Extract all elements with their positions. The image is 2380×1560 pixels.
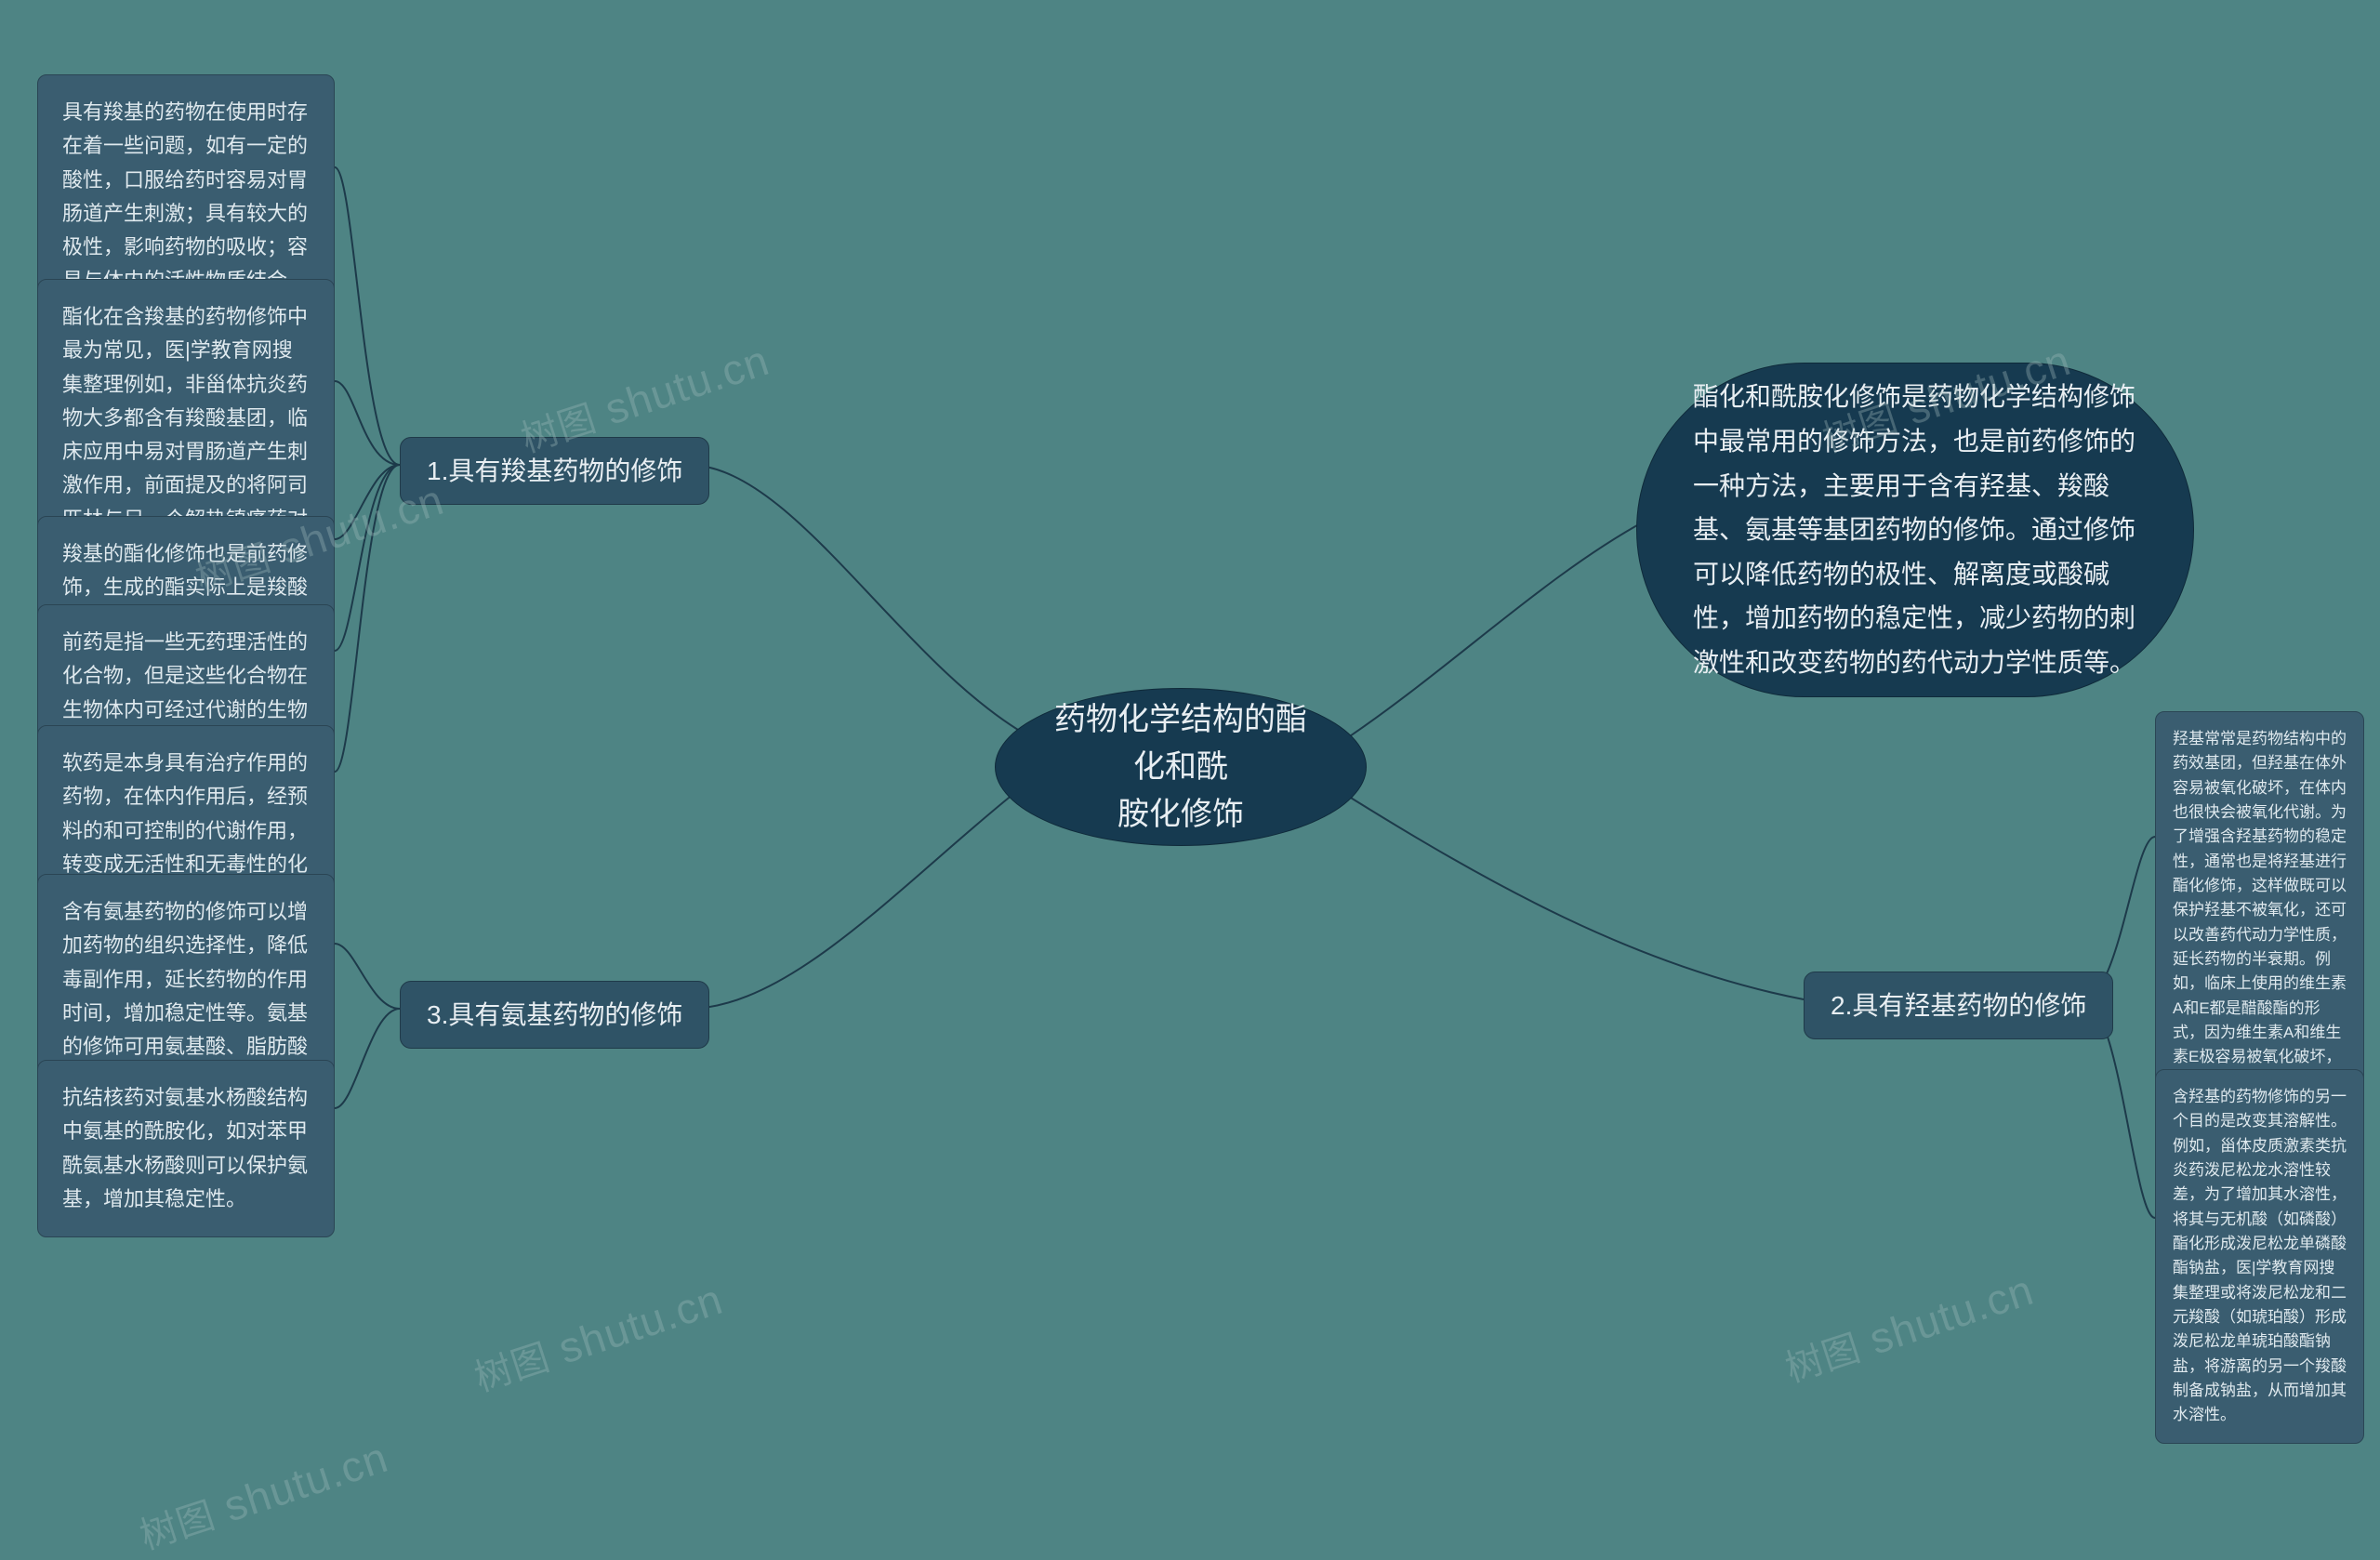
leaf-b2-2-text: 含羟基的药物修饰的另一个目的是改变其溶解性。例如，甾体皮质激素类抗炎药泼尼松龙水… (2173, 1088, 2347, 1423)
watermark: 树图 shutu.cn (1778, 1262, 2040, 1393)
branch-3-label: 3.具有氨基药物的修饰 (427, 1000, 682, 1029)
center-title-line2: 胺化修饰 (1117, 797, 1244, 832)
branch-3[interactable]: 3.具有氨基药物的修饰 (400, 981, 709, 1049)
center-topic[interactable]: 药物化学结构的酯化和酰 胺化修饰 (995, 688, 1367, 846)
leaf-b3-2-text: 抗结核药对氨基水杨酸结构中氨基的酰胺化，如对苯甲酰氨基水杨酸则可以保护氨基，增加… (62, 1086, 308, 1210)
leaf-b3-2[interactable]: 抗结核药对氨基水杨酸结构中氨基的酰胺化，如对苯甲酰氨基水杨酸则可以保护氨基，增加… (37, 1060, 335, 1237)
watermark: 树图 shutu.cn (467, 1271, 729, 1402)
intro-text: 酯化和酰胺化修饰是药物化学结构修饰中最常用的修饰方法，也是前药修饰的一种方法，主… (1693, 375, 2137, 684)
center-title-line1: 药物化学结构的酯化和酰 (1054, 702, 1307, 785)
branch-2-label: 2.具有羟基药物的修饰 (1831, 991, 2086, 1020)
leaf-b2-2[interactable]: 含羟基的药物修饰的另一个目的是改变其溶解性。例如，甾体皮质激素类抗炎药泼尼松龙水… (2155, 1069, 2364, 1444)
branch-1-label: 1.具有羧基药物的修饰 (427, 456, 682, 485)
branch-1[interactable]: 1.具有羧基药物的修饰 (400, 437, 709, 505)
watermark: 树图 shutu.cn (132, 1429, 394, 1560)
intro-node[interactable]: 酯化和酰胺化修饰是药物化学结构修饰中最常用的修饰方法，也是前药修饰的一种方法，主… (1636, 363, 2194, 697)
branch-2[interactable]: 2.具有羟基药物的修饰 (1804, 972, 2113, 1039)
